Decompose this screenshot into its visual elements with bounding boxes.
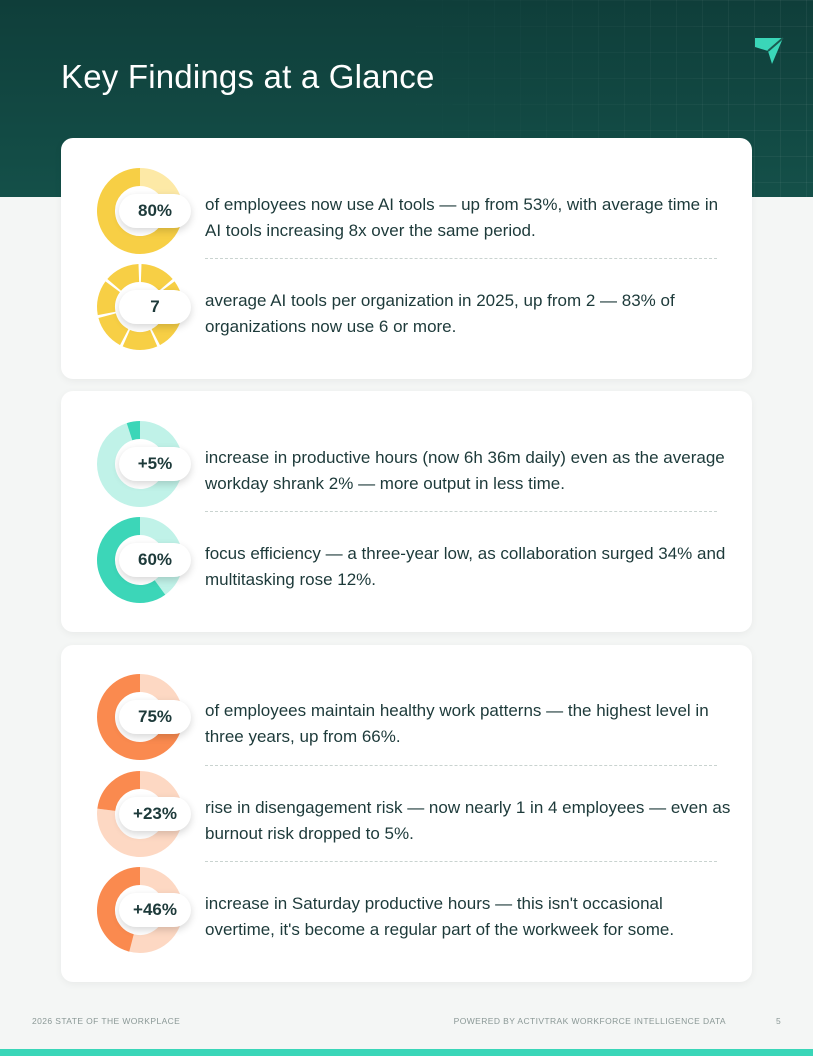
stat-badge: 75% bbox=[119, 700, 191, 734]
gauge-segment bbox=[107, 264, 140, 292]
bottom-accent-bar bbox=[0, 1049, 813, 1056]
stat-badge: +23% bbox=[119, 797, 191, 831]
gauge-segment bbox=[122, 329, 158, 350]
stat-badge: 7 bbox=[119, 290, 191, 324]
gauge-fill bbox=[97, 517, 166, 603]
wellbeing-card: 75% of employees maintain healthy work p… bbox=[61, 645, 752, 982]
stat-badge: 80% bbox=[119, 194, 191, 228]
gauge-ring bbox=[97, 421, 183, 507]
finding-text: of employees now use AI tools — up from … bbox=[205, 195, 719, 240]
finding-text: focus efficiency — a three-year low, as … bbox=[205, 544, 726, 589]
page-number: 5 bbox=[776, 1016, 781, 1026]
gauge-fill bbox=[97, 771, 141, 812]
finding-text: average AI tools per organization in 202… bbox=[205, 291, 675, 336]
stat-badge: +46% bbox=[119, 893, 191, 927]
finding-saturday-hours: +46% increase in Saturday productive hou… bbox=[61, 857, 752, 953]
gauge-fill bbox=[126, 421, 141, 441]
finding-focus-efficiency: 60% focus efficiency — a three-year low,… bbox=[61, 507, 752, 603]
gauge-ring bbox=[97, 771, 183, 857]
finding-text: of employees maintain healthy work patte… bbox=[205, 701, 709, 746]
finding-productive-hours: +5% increase in productive hours (now 6h… bbox=[61, 411, 752, 507]
ai-adoption-card: 80% of employees now use AI tools — up f… bbox=[61, 138, 752, 379]
gauge-segment bbox=[97, 281, 121, 316]
finding-healthy-patterns: 75% of employees maintain healthy work p… bbox=[61, 664, 752, 760]
stat-badge: +5% bbox=[119, 447, 191, 481]
gauge-fill bbox=[97, 674, 183, 760]
finding-ai-usage: 80% of employees now use AI tools — up f… bbox=[61, 158, 752, 254]
page-title: Key Findings at a Glance bbox=[61, 58, 435, 95]
activtrak-logo-icon bbox=[755, 37, 784, 64]
finding-disengagement-risk: +23% rise in disengagement risk — now ne… bbox=[61, 761, 752, 857]
footer-data-source: POWERED BY ACTIVTRAK WORKFORCE INTELLIGE… bbox=[453, 1016, 726, 1026]
footer-report-title: 2026 STATE OF THE WORKPLACE bbox=[32, 1016, 181, 1026]
finding-ai-tools-count: 7 average AI tools per organization in 2… bbox=[61, 254, 752, 350]
divider bbox=[205, 765, 717, 766]
finding-text: increase in productive hours (now 6h 36m… bbox=[205, 448, 725, 493]
stat-badge: 60% bbox=[119, 543, 191, 577]
productivity-card: +5% increase in productive hours (now 6h… bbox=[61, 391, 752, 632]
gauge-track bbox=[97, 771, 183, 857]
divider bbox=[205, 861, 717, 862]
finding-text: increase in Saturday productive hours — … bbox=[205, 894, 675, 939]
gauge-fill bbox=[97, 867, 141, 952]
gauge-segment bbox=[140, 264, 173, 292]
divider bbox=[205, 258, 717, 259]
gauge-track bbox=[97, 421, 183, 507]
finding-text: rise in disengagement risk — now nearly … bbox=[205, 798, 731, 843]
gauge-segment bbox=[98, 312, 129, 346]
divider bbox=[205, 511, 717, 512]
